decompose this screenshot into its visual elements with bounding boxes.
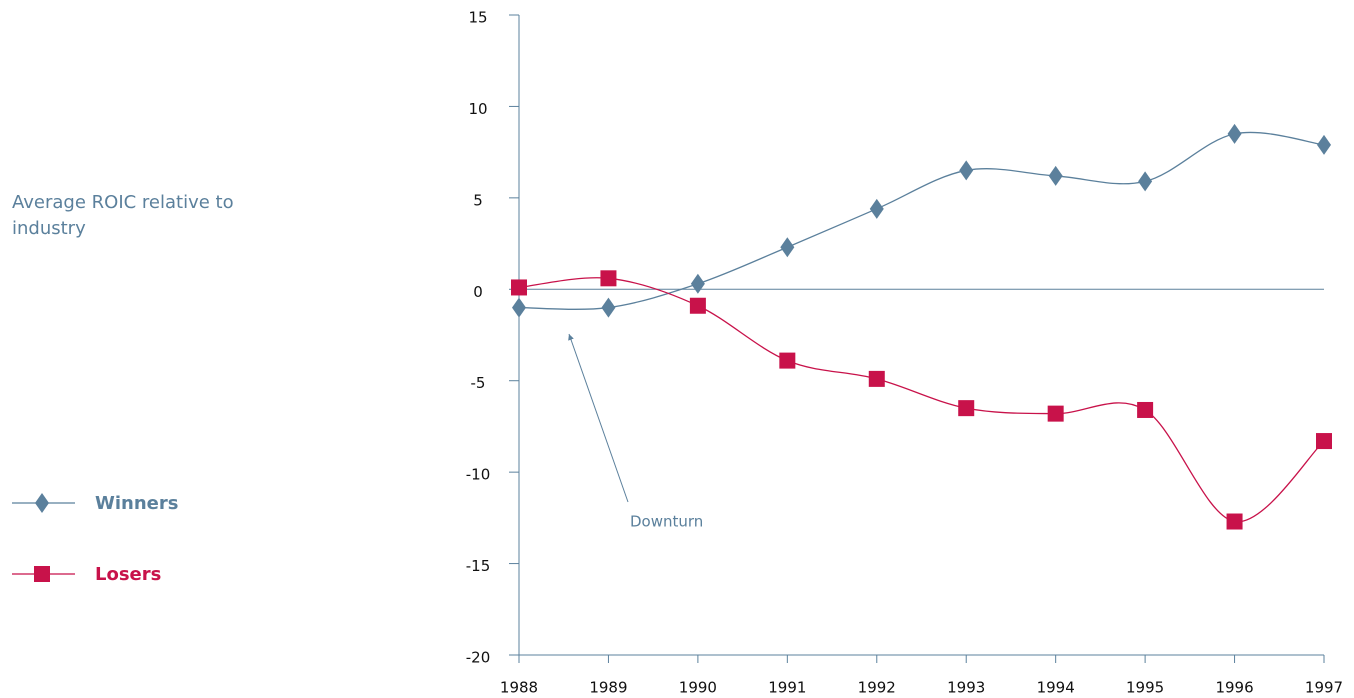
x-tick-label: 1989 [589,679,627,697]
marker [958,400,975,417]
marker [1226,513,1243,530]
marker [1047,405,1064,422]
y-tick-label: 0 [473,283,483,301]
series-line [518,277,1325,523]
x-tick-label: 1997 [1305,679,1343,697]
y-tick-label: 10 [468,100,487,118]
x-tick-label: 1994 [1037,679,1075,697]
series-line [518,131,1325,310]
marker [1048,165,1063,186]
marker [1138,171,1153,192]
marker [689,297,706,314]
marker [600,270,617,287]
y-tick-label: -15 [466,557,491,575]
marker [1317,134,1331,155]
x-tick-label: 1988 [500,679,538,697]
x-tick-label: 1996 [1215,679,1253,697]
annotation-arrow [568,333,629,503]
y-tick-label: -20 [466,649,491,667]
x-tick-label: 1990 [679,679,717,697]
marker [959,160,974,181]
y-tick-label: 5 [473,191,483,209]
x-tick-label: 1992 [858,679,896,697]
marker [511,279,527,296]
marker [779,352,796,369]
marker [868,370,885,387]
annotation: Downturn [630,513,703,531]
y-tick-label: -5 [471,374,486,392]
y-axis-label: Average ROIC relative to industry [12,192,234,239]
x-tick-label: 1993 [947,679,985,697]
legend-label: Winners [95,493,178,514]
marker [35,493,49,513]
marker [780,237,795,258]
marker [1316,433,1332,450]
marker [34,566,50,582]
legend-label: Losers [95,564,161,585]
marker [1227,123,1242,144]
x-tick-label: 1995 [1126,679,1164,697]
marker [869,198,884,219]
marker [512,297,526,318]
y-tick-label: 15 [468,9,487,27]
marker [1137,401,1154,418]
x-tick-label: 1991 [768,679,806,697]
y-tick-label: -10 [466,466,491,484]
marker [601,297,616,318]
marker [690,273,705,294]
